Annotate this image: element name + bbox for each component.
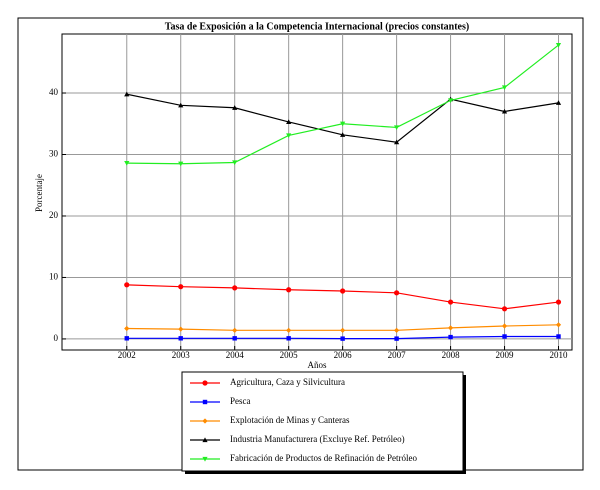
x-tick-label: 2003 xyxy=(172,350,191,360)
marker xyxy=(178,102,184,108)
marker xyxy=(501,323,508,329)
marker xyxy=(124,282,130,288)
y-axis-label: Porcentaje xyxy=(34,174,44,212)
legend-label: Pesca xyxy=(230,396,251,406)
chart-title: Tasa de Exposición a la Competencia Inte… xyxy=(165,21,469,32)
marker xyxy=(286,133,292,139)
marker xyxy=(394,336,399,341)
marker xyxy=(232,105,238,110)
x-tick-label: 2009 xyxy=(496,350,515,360)
marker xyxy=(124,336,129,341)
marker xyxy=(555,100,562,105)
marker xyxy=(556,334,561,339)
x-tick-label: 2010 xyxy=(550,350,569,360)
marker xyxy=(340,336,345,341)
marker xyxy=(178,326,184,332)
marker xyxy=(447,325,454,331)
marker xyxy=(394,290,400,296)
marker xyxy=(124,91,130,97)
x-tick-label: 2002 xyxy=(118,350,136,360)
legend-label: Fabricación de Productos de Refinación d… xyxy=(230,453,417,463)
marker xyxy=(447,299,454,305)
x-tick-label: 2004 xyxy=(226,350,245,360)
marker xyxy=(555,42,562,48)
marker xyxy=(286,327,292,333)
legend-box xyxy=(181,371,464,472)
x-tick-label: 2005 xyxy=(280,350,299,360)
marker xyxy=(202,380,208,386)
y-tick-label: 10 xyxy=(49,272,59,282)
marker xyxy=(340,288,346,294)
y-tick-label: 20 xyxy=(49,210,59,220)
plot-area xyxy=(61,33,573,351)
marker xyxy=(178,284,184,290)
marker xyxy=(340,132,346,137)
marker xyxy=(286,287,292,293)
marker xyxy=(501,108,508,114)
x-axis-label: Años xyxy=(307,360,326,370)
marker xyxy=(202,437,208,443)
marker xyxy=(340,121,346,127)
marker xyxy=(286,119,292,124)
marker xyxy=(124,325,130,332)
marker xyxy=(394,327,400,333)
legend-label: Agricultura, Caza y Silvicultura xyxy=(230,377,345,387)
marker xyxy=(232,336,237,341)
marker xyxy=(447,98,454,103)
x-tick-label: 2008 xyxy=(442,350,461,360)
y-tick-label: 30 xyxy=(49,149,59,159)
marker xyxy=(232,160,238,166)
marker xyxy=(232,285,238,291)
marker xyxy=(286,336,291,341)
marker xyxy=(178,161,184,167)
marker xyxy=(340,327,346,333)
marker xyxy=(178,336,183,341)
marker xyxy=(501,85,508,91)
marker xyxy=(202,399,208,405)
y-tick-label: 0 xyxy=(54,333,59,343)
marker xyxy=(394,125,400,131)
marker xyxy=(502,334,507,339)
legend-label: Industria Manufacturera (Excluye Ref. Pe… xyxy=(230,434,405,444)
marker xyxy=(232,327,238,333)
marker xyxy=(448,334,453,340)
legend: Agricultura, Caza y Silvicultura Pesca Exp… xyxy=(181,371,466,474)
marker xyxy=(124,161,130,166)
x-tick-label: 2006 xyxy=(334,350,353,360)
marker xyxy=(501,306,508,312)
marker xyxy=(202,456,208,462)
marker xyxy=(202,418,208,424)
legend-label: Explotación de Minas y Canteras xyxy=(230,415,350,425)
x-tick-label: 2007 xyxy=(388,350,407,360)
marker xyxy=(555,322,562,328)
marker xyxy=(555,299,562,305)
y-tick-label: 40 xyxy=(49,87,59,97)
marker xyxy=(394,139,400,145)
